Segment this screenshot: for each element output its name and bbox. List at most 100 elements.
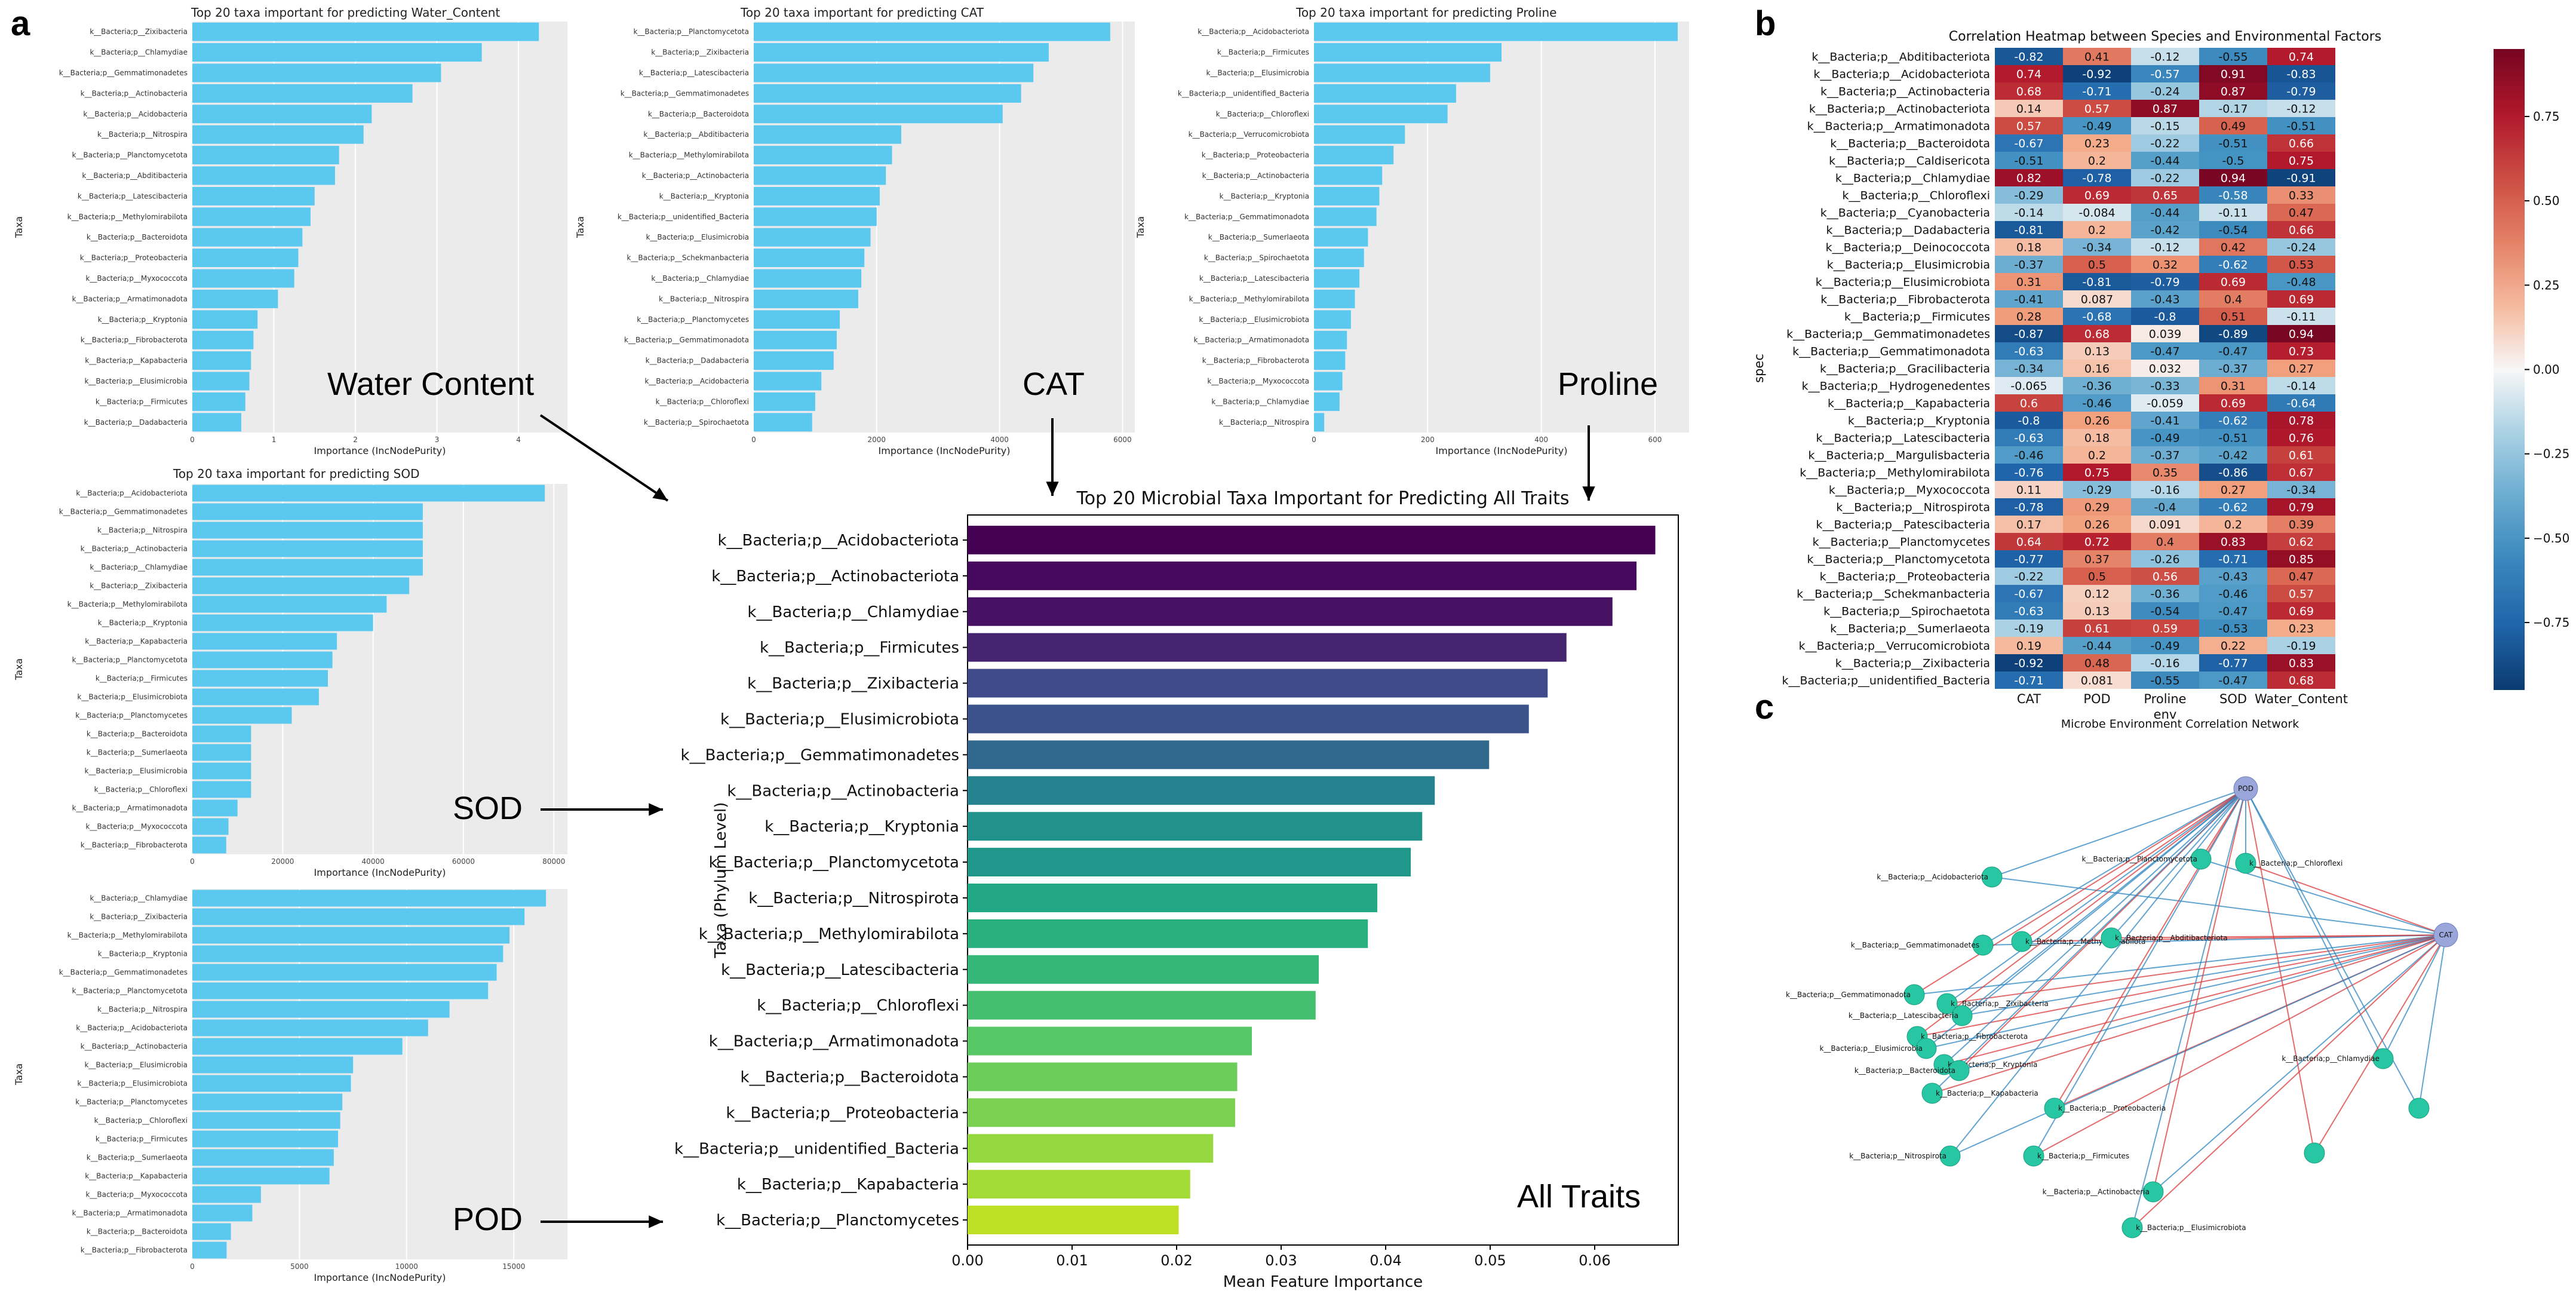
bar-water [192, 146, 339, 165]
heatmap-cell-value: -0.77 [2218, 657, 2248, 670]
category-label-pod: k__Bacteria;p__Kapabacteria [85, 1172, 188, 1181]
heatmap-cell [1995, 290, 2063, 308]
bar-sod [192, 725, 251, 743]
heatmap-cell [2131, 620, 2199, 637]
bar-cat [754, 310, 840, 329]
heatmap-cell [2267, 221, 2335, 238]
heatmap-cell [2131, 568, 2199, 585]
heatmap-cell [1995, 568, 2063, 585]
heatmap-cell-value: 0.26 [2084, 519, 2110, 532]
network-edge [1982, 934, 2446, 946]
heatmap-cell-value: -0.34 [2082, 241, 2111, 255]
heatmap-cell [2131, 238, 2199, 256]
heatmap-cell [1995, 342, 2063, 360]
category-label-pod: k__Bacteria;p__Nitrospira [97, 1005, 188, 1014]
category-label-sod: k__Bacteria;p__Zixibacteria [90, 582, 188, 590]
bar-cat [754, 207, 877, 226]
x-tick-label-proline: 0 [1312, 436, 1316, 444]
heatmap-cell [2131, 429, 2199, 446]
heatmap-cell [2063, 585, 2131, 602]
heatmap-cell-value: -0.47 [2218, 605, 2248, 618]
heatmap-cell [1995, 204, 2063, 221]
heatmap-row-label: k__Bacteria;p__Margulisbacteria [1808, 449, 1990, 462]
heatmap-cell-value: 0.73 [2289, 345, 2314, 358]
category-label-sod: k__Bacteria;p__Sumerlaeota [87, 749, 188, 757]
category-label-water: k__Bacteria;p__Dadabacteria [84, 418, 188, 427]
heatmap-row-label: k__Bacteria;p__Gemmatimonadota [1792, 345, 1990, 358]
category-label-all: k__Bacteria;p__Zixibacteria [747, 675, 959, 693]
heatmap-cell-value: -0.22 [2150, 172, 2179, 185]
bar-proline [1314, 84, 1456, 103]
network-edge [2153, 788, 2246, 1192]
category-label-proline: k__Bacteria;p__Myxococcota [1207, 377, 1309, 385]
heatmap-cell [2267, 204, 2335, 221]
category-label-all: k__Bacteria;p__Actinobacteria [727, 782, 959, 800]
heatmap-cell [2267, 464, 2335, 481]
heatmap-cell [2267, 446, 2335, 464]
chart-title-water: Top 20 taxa important for predicting Wat… [191, 5, 500, 20]
x-tick-label-cat: 2000 [868, 436, 886, 444]
category-label-proline: k__Bacteria;p__Gemmatimonadota [1184, 213, 1309, 221]
heatmap-cell [2063, 533, 2131, 550]
heatmap-cell [2063, 290, 2131, 308]
panel-letter-c: c [1755, 688, 1774, 726]
bar-all [968, 848, 1411, 877]
bar-pod [192, 1112, 340, 1129]
heatmap-cell [2131, 290, 2199, 308]
x-tick-label-water: 2 [353, 436, 358, 444]
network-microbe-node [2044, 1097, 2065, 1119]
heatmap-cell-value: -0.46 [2014, 449, 2043, 462]
heatmap-cell-value: -0.77 [2014, 553, 2043, 566]
chart-title-all: Top 20 Microbial Taxa Important for Pred… [1076, 488, 1569, 509]
heatmap-cell-value: -0.78 [2014, 501, 2043, 514]
heatmap-cell-value: 0.47 [2289, 571, 2314, 584]
category-label-proline: k__Bacteria;p__Actinobacteria [1202, 171, 1309, 180]
heatmap-cell-value: -0.059 [2147, 397, 2183, 410]
heatmap-cell-value: -0.62 [2218, 501, 2248, 514]
heatmap-cell [1995, 481, 2063, 498]
heatmap-cell-value: 0.76 [2289, 432, 2314, 445]
bar-water [192, 249, 299, 268]
chart-title-cat: Top 20 taxa important for predicting CAT [740, 5, 984, 20]
heatmap-cell-value: -0.16 [2150, 657, 2179, 670]
heatmap-cell [2199, 377, 2267, 394]
bar-water [192, 63, 441, 82]
network-microbe-node [2011, 931, 2032, 952]
heatmap-cell-value: 0.081 [2081, 674, 2113, 688]
heatmap-cell [2267, 48, 2335, 65]
heatmap-cell [2267, 238, 2335, 256]
x-tick-label-water: 1 [272, 436, 277, 444]
category-label-sod: k__Bacteria;p__Planctomycetes [75, 712, 188, 720]
category-label-proline: k__Bacteria;p__Elusimicrobia [1206, 69, 1309, 77]
heatmap-row-label: k__Bacteria;p__Dadabacteria [1826, 224, 1990, 237]
bar-water [192, 228, 303, 247]
heatmap-row-label: k__Bacteria;p__Gemmatimonadetes [1786, 328, 1990, 341]
bar-proline [1314, 166, 1383, 185]
category-label-proline: k__Bacteria;p__Chloroflexi [1216, 110, 1309, 118]
heatmap-cell [2063, 550, 2131, 568]
bar-proline [1314, 43, 1502, 62]
heatmap-cell-value: -0.49 [2150, 640, 2179, 653]
heatmap-cell [2131, 256, 2199, 273]
y-axis-label-proline: Taxa [1135, 216, 1146, 238]
heatmap-cell-value: -0.46 [2082, 397, 2111, 410]
heatmap-cell-value: -0.29 [2082, 484, 2111, 497]
network-edge [2132, 934, 2446, 1228]
heatmap-cell [2131, 169, 2199, 186]
heatmap-cell [2199, 186, 2267, 204]
heatmap-cell-value: 0.18 [2084, 432, 2110, 445]
bar-sod [192, 651, 333, 669]
category-label-water: k__Bacteria;p__Abditibacteria [82, 171, 188, 180]
bar-cat [754, 372, 822, 391]
bar-sod [192, 670, 328, 687]
heatmap-cell [1995, 446, 2063, 464]
heatmap-cell-value: 0.14 [2016, 103, 2041, 116]
category-label-all: k__Bacteria;p__unidentified_Bacteria [674, 1140, 959, 1158]
x-tick-label-cat: 0 [751, 436, 756, 444]
y-axis-label-cat: Taxa [575, 216, 586, 238]
heatmap-cell [2131, 342, 2199, 360]
heatmap-cell-value: 0.68 [2084, 328, 2110, 341]
bar-sod [192, 503, 423, 520]
network-edge [2245, 788, 2384, 1059]
heatmap-cell-value: 0.61 [2289, 449, 2314, 462]
